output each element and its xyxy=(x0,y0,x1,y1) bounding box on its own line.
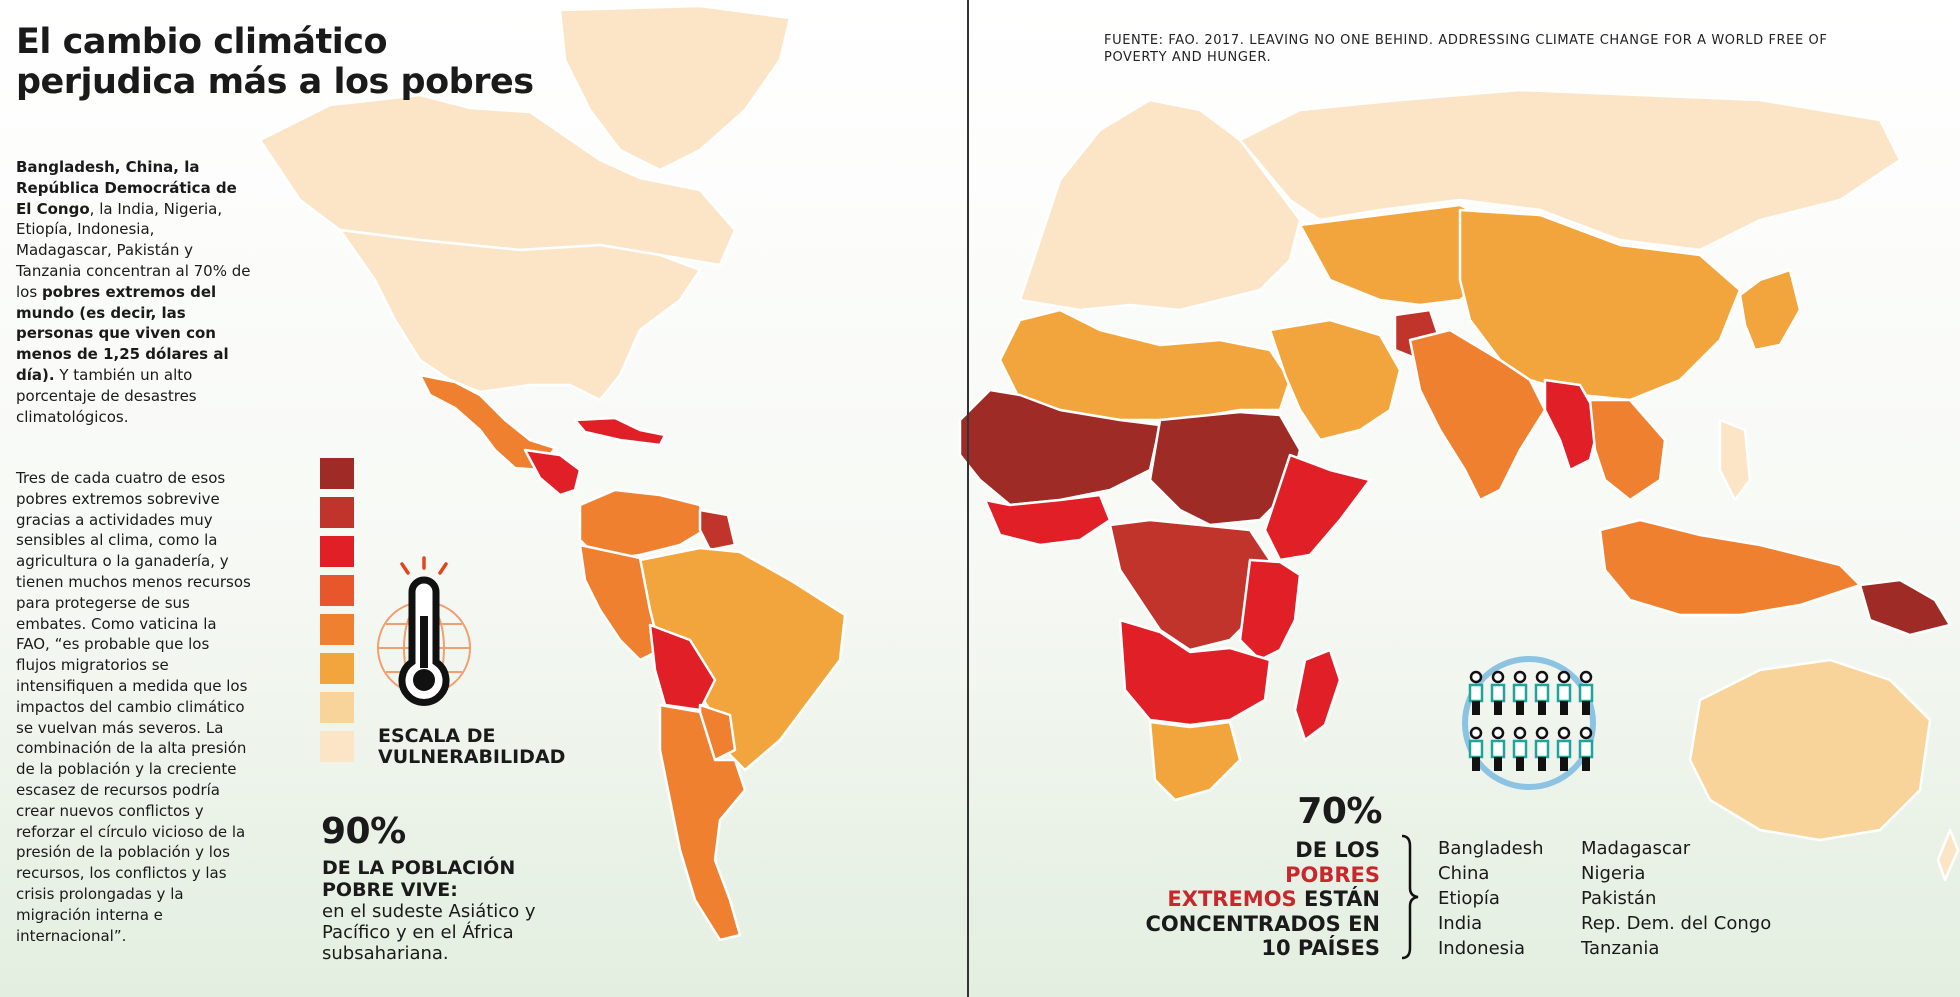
map-region xyxy=(1858,578,1952,637)
map-region xyxy=(983,493,1112,547)
stat-90-headline: DE LA POBLACIÓN POBRE VIVE: xyxy=(322,857,516,901)
country-item: Pakistán xyxy=(1581,888,1657,909)
body-paragraph: Tres de cada cuatro de esos pobres extre… xyxy=(16,469,251,945)
person-figure xyxy=(1534,670,1550,715)
person-figure xyxy=(1556,670,1572,715)
legend-swatch xyxy=(320,731,354,762)
map-region xyxy=(1238,88,1902,252)
page-title: El cambio climático perjudica más a los … xyxy=(16,22,534,102)
map-region xyxy=(1458,208,1742,402)
intro-text-1: , la India, Nigeria, Etiopía, Indonesia,… xyxy=(16,199,251,301)
intro-bold-lead: Bangladesh, China, la República Democrát… xyxy=(16,158,237,218)
stat-70-line-5: 10 PAÍSES xyxy=(1261,936,1380,960)
people-globe-icon xyxy=(1455,655,1605,795)
person-figure xyxy=(1556,726,1572,771)
map-region xyxy=(1018,98,1302,312)
person-figure xyxy=(1512,670,1528,715)
intro-paragraph: Bangladesh, China, la República Democrát… xyxy=(16,157,252,427)
legend-swatch xyxy=(320,653,354,684)
panel-divider xyxy=(967,0,969,997)
map-region xyxy=(658,703,747,942)
map-region xyxy=(573,416,667,447)
legend-swatch xyxy=(320,692,354,723)
thermometer-globe-icon xyxy=(372,554,476,718)
country-item: China xyxy=(1438,863,1490,884)
intro-bold-mid: pobres extremos del mundo (es decir, las… xyxy=(16,282,229,384)
legend-swatch xyxy=(320,497,354,528)
map-region xyxy=(1598,518,1862,617)
map-region xyxy=(698,508,737,552)
map-region xyxy=(1268,318,1402,442)
map-region xyxy=(1238,558,1302,662)
map-region xyxy=(558,4,792,172)
vulnerability-legend xyxy=(320,458,354,770)
map-region xyxy=(958,388,1162,507)
stat-70-line-4: CONCENTRADOS EN xyxy=(1145,911,1380,936)
person-figure xyxy=(1512,726,1528,771)
country-item: India xyxy=(1438,913,1483,934)
stat-90-detail: en el sudeste Asiático y Pacífico y en e… xyxy=(322,901,536,964)
stat-70-line-1: DE LOS xyxy=(1295,838,1380,862)
source-note: FUENTE: FAO. 2017. LEAVING NO ONE BEHIND… xyxy=(1104,33,1828,65)
stat-90-value: 90% xyxy=(321,811,406,852)
country-item: Bangladesh xyxy=(1438,838,1544,859)
stat-70-line-3-red: EXTREMOS xyxy=(1167,887,1297,911)
person-figure xyxy=(1578,726,1594,771)
map-region xyxy=(338,228,702,402)
country-item: Nigeria xyxy=(1581,863,1646,884)
country-item: Rep. Dem. del Congo xyxy=(1581,913,1772,934)
countries-column-2: Madagascar Nigeria Pakistán Rep. Dem. del C… xyxy=(1581,836,1771,961)
map-region xyxy=(1936,828,1960,882)
country-item: Indonesia xyxy=(1438,938,1526,959)
map-region xyxy=(578,543,662,662)
stat-70-line-3: ESTÁN xyxy=(1296,887,1380,911)
map-region xyxy=(1263,453,1372,562)
person-figure xyxy=(1468,670,1484,715)
map-region xyxy=(1293,648,1342,742)
country-item: Tanzania xyxy=(1581,938,1660,959)
intro-text-2: Y también un alto porcentaje de desastre… xyxy=(16,365,197,426)
person-figure xyxy=(1490,726,1506,771)
country-item: Madagascar xyxy=(1581,838,1691,859)
person-figure xyxy=(1578,670,1594,715)
legend-swatch xyxy=(320,575,354,606)
person-figure xyxy=(1534,726,1550,771)
stat-70-text: DE LOS POBRES EXTREMOS ESTÁN CONCENTRADO… xyxy=(1080,838,1380,961)
map-region xyxy=(1718,418,1752,502)
legend-title: ESCALA DE VULNERABILIDAD xyxy=(378,725,566,768)
person-figure xyxy=(1490,670,1506,715)
stat-70-line-2: POBRES xyxy=(1285,862,1380,887)
map-region xyxy=(1543,378,1602,472)
map-region xyxy=(1408,328,1547,502)
legend-swatch xyxy=(320,614,354,645)
map-region xyxy=(1588,398,1667,502)
stat-70-value: 70% xyxy=(1297,791,1382,832)
map-region xyxy=(1148,720,1242,802)
countries-column-1: Bangladesh China Etiopía India Indonesia xyxy=(1438,836,1544,961)
brace-icon xyxy=(1398,834,1420,964)
map-region xyxy=(523,448,582,497)
map-region xyxy=(1118,618,1272,727)
legend-swatch xyxy=(320,458,354,489)
map-region xyxy=(1688,658,1932,842)
map-region xyxy=(1738,268,1802,352)
person-figure xyxy=(1468,726,1484,771)
country-item: Etiopía xyxy=(1438,888,1500,909)
legend-swatch xyxy=(320,536,354,567)
